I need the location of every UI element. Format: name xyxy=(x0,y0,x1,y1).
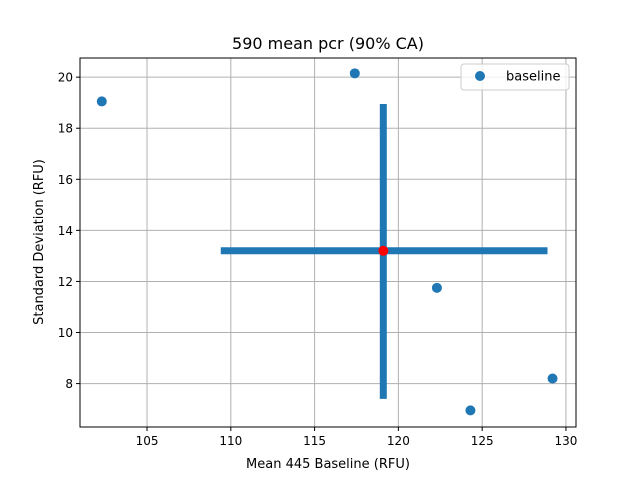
y-tick-label: 12 xyxy=(58,275,73,289)
x-tick-label: 120 xyxy=(387,434,410,448)
y-tick-label: 16 xyxy=(58,173,73,187)
data-point xyxy=(431,282,442,293)
data-point xyxy=(547,373,558,384)
legend: baseline xyxy=(460,63,570,91)
x-tick-label: 110 xyxy=(219,434,242,448)
grid xyxy=(80,58,576,427)
y-tick-label: 8 xyxy=(65,377,73,391)
y-tick-label: 20 xyxy=(58,71,73,85)
x-axis-label: Mean 445 Baseline (RFU) xyxy=(246,457,410,472)
y-axis-ticks: 8 10 12 14 16 18 20 xyxy=(58,71,80,391)
data-point xyxy=(96,96,107,107)
data-points xyxy=(96,68,558,416)
x-tick-label: 105 xyxy=(136,434,159,448)
x-axis-ticks: 105 110 115 120 125 130 xyxy=(136,427,577,448)
x-tick-label: 115 xyxy=(303,434,326,448)
x-tick-label: 130 xyxy=(554,434,577,448)
chart-title: 590 mean pcr (90% CA) xyxy=(232,34,424,53)
plot-frame xyxy=(79,57,577,428)
legend-marker xyxy=(475,71,485,81)
legend-label: baseline xyxy=(506,70,560,85)
data-point xyxy=(349,68,360,79)
y-tick-label: 18 xyxy=(58,122,73,136)
x-tick-label: 125 xyxy=(471,434,494,448)
data-point xyxy=(465,405,476,416)
y-axis-label: Standard Deviation (RFU) xyxy=(32,159,47,325)
mean-point xyxy=(378,245,389,256)
y-tick-label: 10 xyxy=(58,326,73,340)
y-tick-label: 14 xyxy=(58,224,73,238)
legend-frame xyxy=(460,63,570,91)
